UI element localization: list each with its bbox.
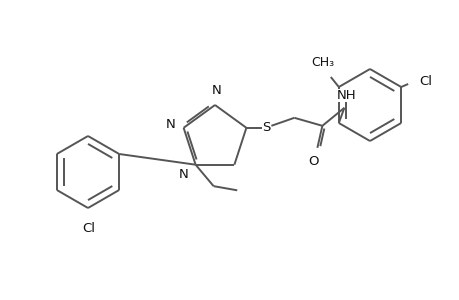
Text: O: O — [308, 155, 318, 168]
Text: NH: NH — [336, 89, 355, 102]
Text: N: N — [212, 84, 221, 97]
Text: CH₃: CH₃ — [311, 56, 334, 69]
Text: N: N — [179, 168, 188, 181]
Text: N: N — [166, 118, 175, 131]
Text: S: S — [262, 121, 270, 134]
Text: Cl: Cl — [82, 222, 95, 235]
Text: Cl: Cl — [418, 74, 431, 88]
